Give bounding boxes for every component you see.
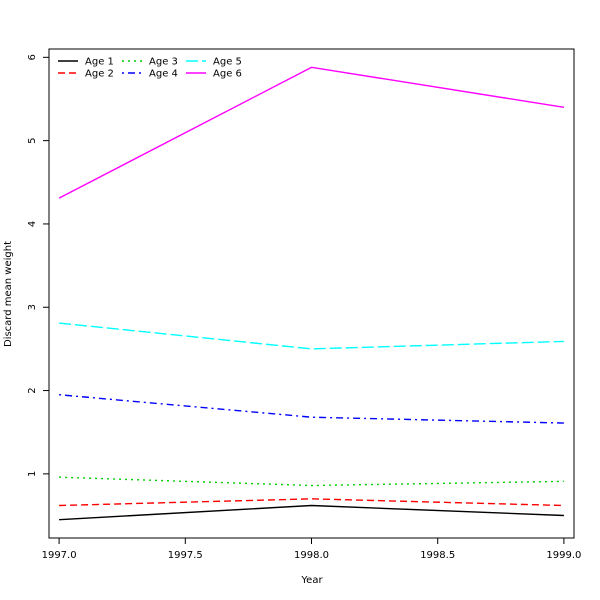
legend-label: Age 3 <box>149 57 178 68</box>
legend-label: Age 6 <box>213 69 242 80</box>
series-line-age-4 <box>59 394 564 424</box>
y-tick-label: 4 <box>27 221 38 227</box>
y-tick-label: 6 <box>27 54 38 60</box>
legend-label: Age 5 <box>213 57 242 68</box>
legend-label: Age 4 <box>149 69 178 80</box>
series-layer <box>58 66 565 521</box>
x-tick-label: 1997.5 <box>168 550 203 561</box>
y-tick-label: 5 <box>27 137 38 143</box>
y-tick-label: 2 <box>27 387 38 393</box>
y-tick-label: 3 <box>27 304 38 310</box>
legend-label: Age 2 <box>85 69 114 80</box>
x-tick-label: 1998.0 <box>294 550 329 561</box>
series-line-age-3 <box>59 476 564 487</box>
y-tick-label: 1 <box>27 471 38 477</box>
x-tick-label: 1999.0 <box>546 550 581 561</box>
series-line-age-6 <box>58 66 565 199</box>
series-line-age-1 <box>59 504 564 521</box>
legend-label: Age 1 <box>85 57 114 68</box>
series-line-age-5 <box>59 322 564 350</box>
x-tick-label: 1998.5 <box>420 550 455 561</box>
x-axis-label: Year <box>300 575 323 586</box>
series-line-age-2 <box>59 498 564 507</box>
y-axis-label: Discard mean weight <box>3 241 14 347</box>
x-tick-label: 1997.0 <box>42 550 77 561</box>
axis-layer: 1997.0 1997.5 1998.0 1998.5 1999.0 1 2 3 4 5 6 <box>27 54 581 561</box>
plot-frame <box>48 48 575 539</box>
